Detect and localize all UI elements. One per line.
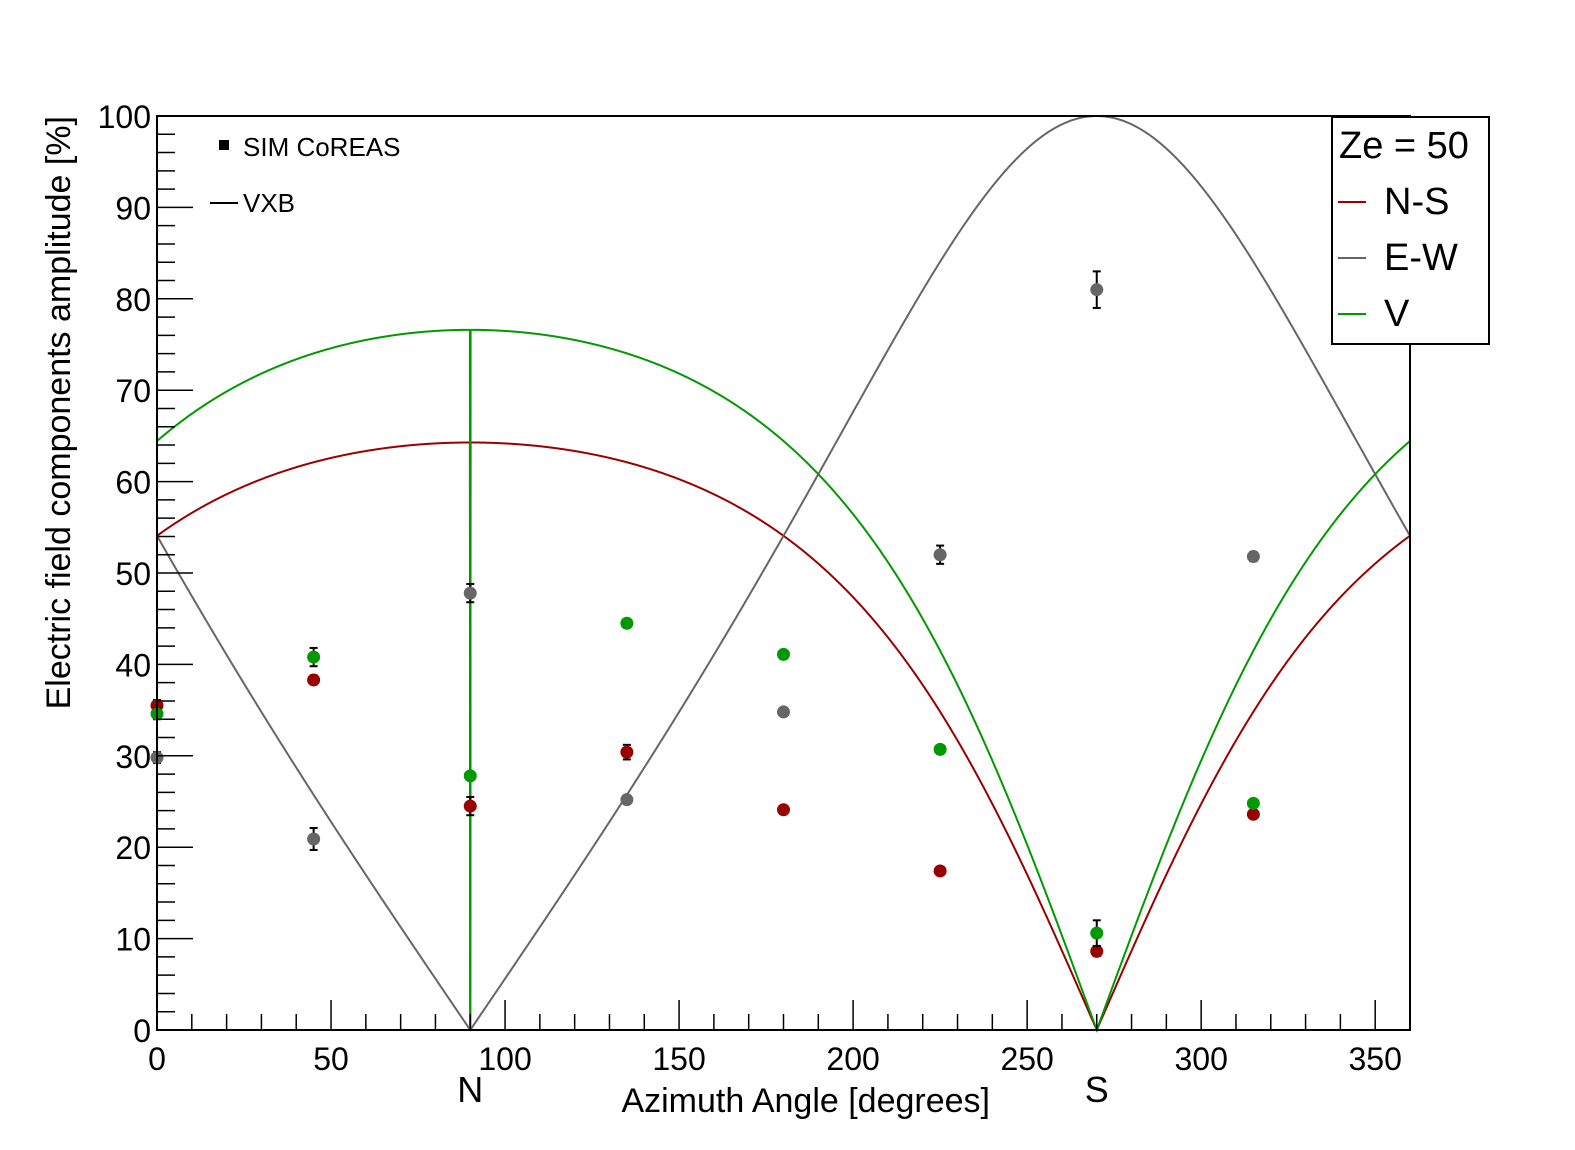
data-point-v (620, 616, 634, 630)
y-tick-label: 100 (98, 99, 151, 135)
data-point-ns (933, 864, 947, 878)
legend-label-v: V (1384, 293, 1410, 335)
data-point-ns (307, 673, 321, 687)
y-tick-label: 80 (115, 282, 151, 318)
y-tick-label: 90 (115, 190, 151, 226)
y-tick-label: 20 (115, 830, 151, 866)
y-tick-label: 70 (115, 373, 151, 409)
data-point-v (463, 769, 477, 783)
y-axis-title: Electric field components amplitude [%] (40, 116, 78, 709)
legend-label-ns: N-S (1384, 181, 1449, 223)
marker-legend-point-symbol (219, 140, 229, 150)
data-point-ns (1090, 944, 1104, 958)
marker-legend-line-label: VXB (243, 188, 295, 218)
model-curve-v (156, 328, 1411, 1033)
y-tick-labels: 0 10 20 30 40 50 60 70 80 90 100 (98, 99, 151, 1049)
data-point-ew (307, 832, 321, 846)
marker-legend: SIM CoREAS VXB (210, 132, 401, 218)
axis-ticks (156, 115, 1411, 1031)
x-tick-label: 200 (826, 1041, 879, 1077)
legend-box (1331, 116, 1490, 345)
data-point-ew (1246, 550, 1260, 564)
data-point-v (307, 650, 321, 664)
data-point-ew (620, 793, 634, 807)
data-point-ns (620, 745, 634, 759)
x-tick-label: 250 (1000, 1041, 1053, 1077)
data-point-ns (463, 799, 477, 813)
y-tick-label: 50 (115, 556, 151, 592)
direction-label: S (1085, 1069, 1109, 1110)
legend-label-ew: E-W (1384, 237, 1458, 279)
x-tick-label: 350 (1348, 1041, 1401, 1077)
data-point-ew (777, 705, 790, 719)
legend: Ze = 50 N-S E-W V (1331, 116, 1490, 345)
y-tick-label: 0 (133, 1013, 151, 1049)
data-point-ew (1090, 283, 1104, 297)
x-tick-label: 300 (1174, 1041, 1227, 1077)
y-tick-label: 10 (115, 922, 151, 958)
y-tick-label: 30 (115, 739, 151, 775)
data-point-ns (777, 803, 790, 817)
x-tick-labels: 0 50 100 150 200 250 300 350 (148, 1041, 1402, 1077)
data-point-v (777, 647, 790, 661)
y-tick-label: 40 (115, 647, 151, 683)
x-tick-label: 50 (313, 1041, 349, 1077)
data-points (150, 270, 1260, 958)
x-tick-label: 100 (478, 1041, 531, 1077)
data-point-v (933, 742, 947, 756)
marker-legend-points-label: SIM CoREAS (243, 132, 401, 162)
x-axis-title: Azimuth Angle [degrees] (621, 1082, 990, 1120)
x-tick-label: 0 (148, 1041, 166, 1077)
legend-title: Ze = 50 (1339, 125, 1469, 167)
data-point-v (1246, 796, 1260, 810)
model-curves (156, 115, 1411, 1033)
y-tick-label: 60 (115, 465, 151, 501)
data-point-ew (463, 586, 477, 600)
direction-label: N (457, 1069, 483, 1110)
data-point-v (1090, 926, 1104, 940)
data-point-ew (933, 548, 947, 562)
x-tick-label: 150 (652, 1041, 705, 1077)
data-point-ns (1246, 807, 1260, 821)
model-curve-ew (156, 115, 1411, 1032)
